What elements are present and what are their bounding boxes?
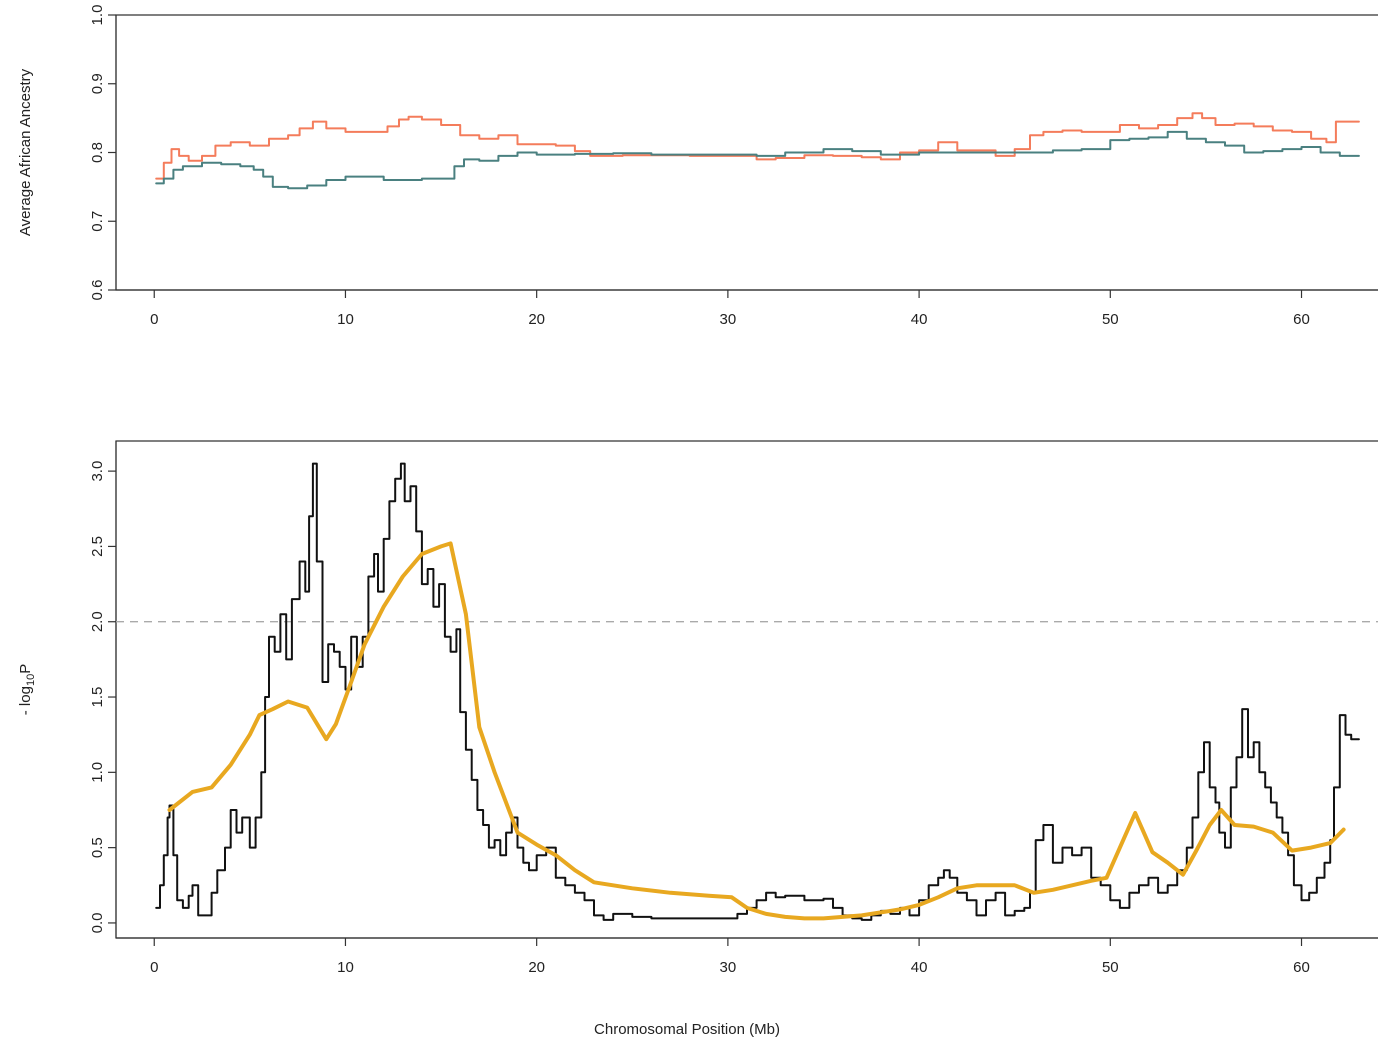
x-tick-label: 40 (911, 959, 928, 976)
x-tick-label: 60 (1293, 959, 1310, 976)
x-tick-label: 10 (337, 311, 354, 328)
pvalue-y-label-prefix: - log (17, 686, 34, 715)
x-tick-label: 50 (1102, 311, 1119, 328)
series-line-1 (155, 112, 1360, 180)
pvalue-series (155, 462, 1360, 921)
x-tick-label: 50 (1102, 959, 1119, 976)
series-line-2 (155, 130, 1360, 190)
x-tick-label: 20 (528, 311, 545, 328)
x-tick-label: 30 (720, 311, 737, 328)
ancestry-y-axis-label: Average African Ancestry (17, 68, 34, 236)
pvalue-y-axis-label: - log10P (17, 664, 37, 715)
y-tick-label: 0.8 (89, 142, 106, 163)
y-tick-label: 0.9 (89, 73, 106, 94)
y-tick-label: 0.7 (89, 211, 106, 232)
y-tick-label: 1.0 (89, 762, 106, 783)
x-tick-label: 20 (528, 959, 545, 976)
x-tick-label: 30 (720, 959, 737, 976)
series-line-2 (167, 541, 1346, 921)
y-tick-label: 2.5 (89, 536, 106, 557)
x-tick-label: 10 (337, 959, 354, 976)
series-line-1 (155, 462, 1360, 921)
pvalue-x-axis-label: Chromosomal Position (Mb) (594, 1021, 780, 1038)
y-tick-label: 0.6 (89, 280, 106, 301)
pvalue-y-label-suffix: P (17, 664, 34, 674)
pvalue-y-label-subscript: 10 (25, 674, 37, 686)
pvalue-y-ticks: 0.0 0.5 1.0 1.5 2.0 2.5 3.0 (89, 461, 116, 934)
y-tick-label: 3.0 (89, 461, 106, 482)
x-tick-label: 0 (150, 311, 158, 328)
y-tick-label: 0.5 (89, 837, 106, 858)
ancestry-x-ticks: 0 10 20 30 40 50 60 (150, 290, 1310, 328)
ancestry-series (155, 112, 1360, 190)
x-tick-label: 40 (911, 311, 928, 328)
y-tick-label: 0.0 (89, 913, 106, 934)
x-tick-label: 0 (150, 959, 158, 976)
ancestry-panel: 0.6 0.7 0.8 0.9 1.0 0 10 20 30 40 50 60 Average Af… (17, 5, 1378, 328)
y-tick-label: 1.0 (89, 5, 106, 26)
ancestry-y-ticks: 0.6 0.7 0.8 0.9 1.0 (89, 5, 116, 301)
y-tick-label: 2.0 (89, 611, 106, 632)
pvalue-x-ticks: 0 10 20 30 40 50 60 (150, 938, 1310, 976)
x-tick-label: 60 (1293, 311, 1310, 328)
y-tick-label: 1.5 (89, 687, 106, 708)
pvalue-panel: 0.0 0.5 1.0 1.5 2.0 2.5 3.0 0 10 20 30 40 50 60 - lo… (17, 440, 1378, 1038)
